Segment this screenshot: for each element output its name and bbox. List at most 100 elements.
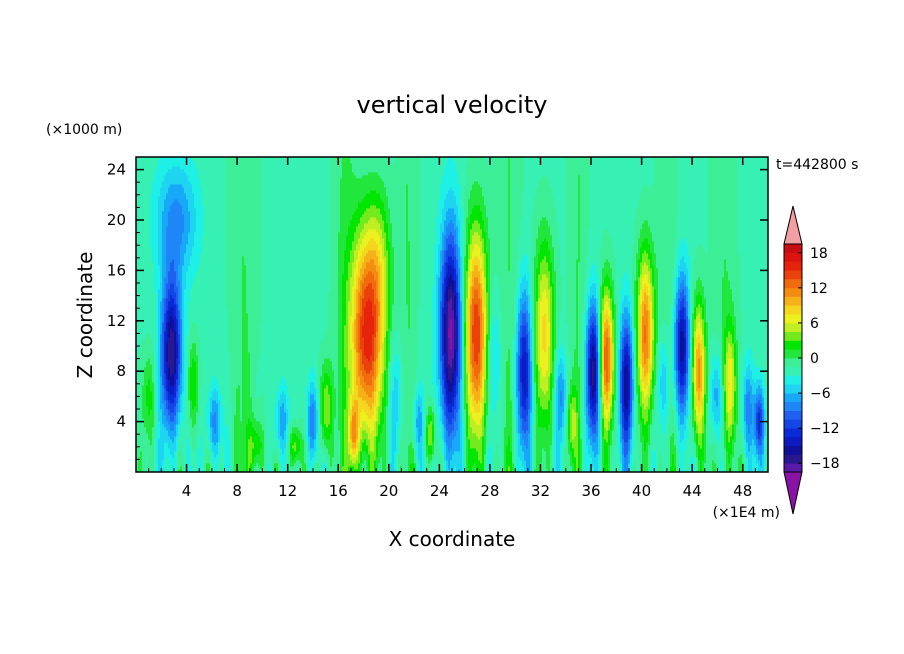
heat-cell (188, 217, 191, 221)
heat-cell (136, 346, 139, 350)
heat-cell (170, 265, 173, 269)
heat-cell (178, 403, 181, 407)
heat-cell (144, 343, 147, 347)
heat-cell (170, 409, 173, 413)
heat-cell (190, 202, 193, 206)
heat-cell (166, 352, 169, 356)
heat-cell (194, 367, 197, 371)
heat-cell (154, 235, 157, 239)
heat-cell (146, 418, 149, 422)
heat-cell (142, 442, 145, 446)
heat-cell (192, 343, 195, 347)
heat-cell (178, 325, 181, 329)
heat-cell (166, 316, 169, 320)
heat-cell (196, 229, 199, 233)
heat-cell (138, 376, 141, 380)
heat-cell (168, 175, 171, 179)
heat-cell (176, 385, 179, 389)
heat-cell (166, 187, 169, 191)
heat-cell (166, 340, 169, 344)
heat-cell (150, 313, 153, 317)
heat-cell (184, 214, 187, 218)
heat-cell (162, 454, 165, 458)
heat-cell (176, 328, 179, 332)
heat-cell (194, 418, 197, 422)
heat-cell (146, 364, 149, 368)
heat-cell (156, 232, 159, 236)
heat-cell (138, 364, 141, 368)
heat-cell (196, 463, 199, 467)
heat-cell (156, 157, 159, 161)
heat-cell (196, 460, 199, 464)
heat-cell (156, 235, 159, 239)
heat-cell (188, 448, 191, 452)
heat-cell (148, 286, 151, 290)
heat-cell (140, 343, 143, 347)
heat-cell (170, 193, 173, 197)
heat-cell (184, 202, 187, 206)
heat-cell (186, 208, 189, 212)
heat-cell (182, 331, 185, 335)
heat-cell (156, 175, 159, 179)
heat-cell (154, 358, 157, 362)
heat-cell (158, 322, 161, 326)
heat-cell (192, 409, 195, 413)
heat-cell (156, 415, 159, 419)
heat-cell (154, 268, 157, 272)
heat-cell (180, 373, 183, 377)
heat-cell (158, 316, 161, 320)
heat-cell (150, 172, 153, 176)
heat-cell (152, 439, 155, 443)
heat-cell (172, 178, 175, 182)
heat-cell (182, 460, 185, 464)
heat-cell (164, 160, 167, 164)
heat-cell (172, 292, 175, 296)
heat-cell (146, 160, 149, 164)
heat-cell (146, 193, 149, 197)
heat-cell (182, 301, 185, 305)
heat-cell (196, 388, 199, 392)
heat-cell (144, 280, 147, 284)
heat-cell (150, 403, 153, 407)
heat-cell (138, 412, 141, 416)
heat-cell (184, 277, 187, 281)
heat-cell (170, 325, 173, 329)
heat-cell (150, 202, 153, 206)
heat-cell (186, 358, 189, 362)
heat-cell (174, 322, 177, 326)
heat-cell (164, 388, 167, 392)
heat-cell (148, 445, 151, 449)
heat-cell (142, 211, 145, 215)
heat-cell (172, 163, 175, 167)
heat-cell (196, 406, 199, 410)
heat-cell (162, 391, 165, 395)
heat-cell (136, 205, 139, 209)
heat-cell (142, 193, 145, 197)
heat-cell (144, 451, 147, 455)
heat-cell (190, 388, 193, 392)
heat-cell (162, 277, 165, 281)
heat-cell (184, 379, 187, 383)
heat-cell (194, 274, 197, 278)
heat-cell (150, 208, 153, 212)
heat-cell (194, 310, 197, 314)
time-label: t=442800 s (776, 157, 858, 173)
heat-cell (142, 352, 145, 356)
heat-cell (178, 166, 181, 170)
heat-cell (160, 349, 163, 353)
heat-cell (166, 196, 169, 200)
heat-cell (142, 304, 145, 308)
heat-cell (164, 451, 167, 455)
heat-cell (140, 211, 143, 215)
heat-cell (168, 193, 171, 197)
heat-cell (140, 256, 143, 260)
heat-cell (168, 160, 171, 164)
heat-cell (146, 421, 149, 425)
heat-cell (162, 394, 165, 398)
heat-cell (166, 469, 169, 473)
heat-cell (190, 442, 193, 446)
heat-cell (166, 445, 169, 449)
heat-cell (178, 157, 181, 161)
heat-cell (170, 337, 173, 341)
heat-cell (186, 259, 189, 263)
